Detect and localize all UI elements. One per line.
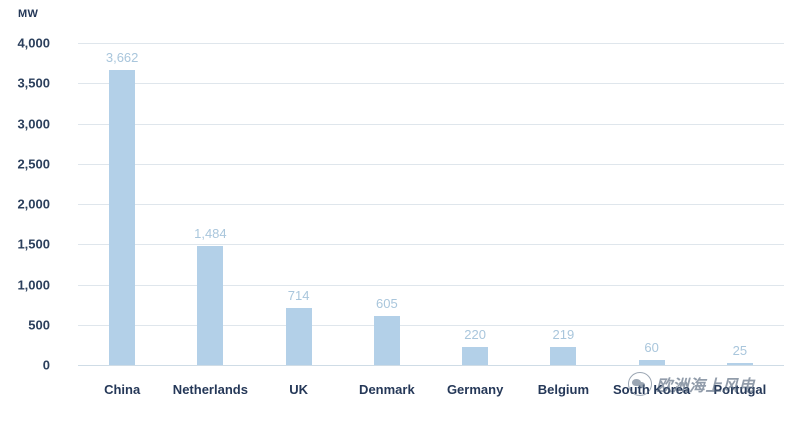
bar-value-label: 60 [644, 340, 659, 356]
bar[interactable] [638, 360, 665, 365]
y-axis-tick-label: 4,000 [17, 35, 50, 51]
x-axis-category-label: Netherlands [172, 382, 248, 397]
bar-slot: 60 [608, 43, 696, 365]
y-axis-tick-label: 2,500 [17, 156, 50, 172]
plot-area: 4,000 3,500 3,000 2,500 2,000 1,500 1,000 500 0 … [17, 36, 784, 373]
x-axis-category-labels: China Netherlands UK Denmark Germany Belgium S… [78, 382, 784, 404]
bar-value-label: 1,484 [194, 225, 227, 241]
gridline [78, 83, 784, 85]
bar[interactable] [109, 70, 136, 365]
bar-slot: 605 [343, 43, 431, 365]
x-axis-category-label: UK [289, 382, 309, 397]
bar[interactable] [197, 245, 224, 365]
y-axis-tick-label: 2,000 [17, 196, 50, 212]
x-axis-category-label: Belgium [537, 382, 590, 397]
y-axis-tick-label: 500 [28, 317, 50, 333]
bar[interactable] [462, 347, 489, 365]
x-axis-category-label: Germany [446, 382, 504, 397]
x-axis-category-label: South Korea [612, 382, 691, 397]
y-axis-tick-label: 1,000 [17, 277, 50, 292]
gridline [78, 244, 784, 246]
bar-slot: 25 [696, 43, 784, 365]
y-axis-tick-label: 0 [42, 357, 50, 373]
bar[interactable] [550, 347, 577, 365]
bar[interactable] [726, 363, 753, 365]
bar-value-label: 605 [376, 296, 398, 312]
bar-value-label: 3,662 [105, 50, 139, 66]
x-axis-category-label: China [104, 382, 141, 397]
gridline [78, 204, 784, 205]
bar-value-label: 220 [464, 327, 486, 343]
gridline [78, 43, 784, 44]
bar-slot: 3,662 [78, 43, 166, 365]
bar-slot: 219 [519, 43, 607, 365]
bar-slot: 220 [431, 43, 519, 365]
gridline [78, 365, 784, 366]
gridline [78, 123, 784, 125]
gridline [78, 284, 784, 286]
bar[interactable] [285, 307, 312, 365]
x-axis-category-label: Portugal [713, 382, 767, 397]
y-axis-tick-label: 1,500 [17, 236, 50, 252]
y-axis-tick-label: 3,000 [17, 116, 50, 131]
bar-slot: 714 [255, 43, 343, 365]
gridline [78, 163, 784, 165]
bar[interactable] [373, 316, 400, 365]
bar-slot: 1,484 [166, 43, 254, 365]
bar-value-label: 25 [732, 343, 748, 358]
y-axis-unit-label: MW [18, 8, 39, 20]
bar-value-label: 714 [287, 287, 310, 303]
x-axis-category-label: Denmark [359, 382, 415, 397]
y-axis-tick-label: 3,500 [17, 75, 50, 91]
bar-series: 3,662 1,484 714 605 220 219 60 25 [78, 43, 784, 365]
bar-value-label: 219 [552, 327, 575, 343]
gridline [78, 324, 784, 326]
